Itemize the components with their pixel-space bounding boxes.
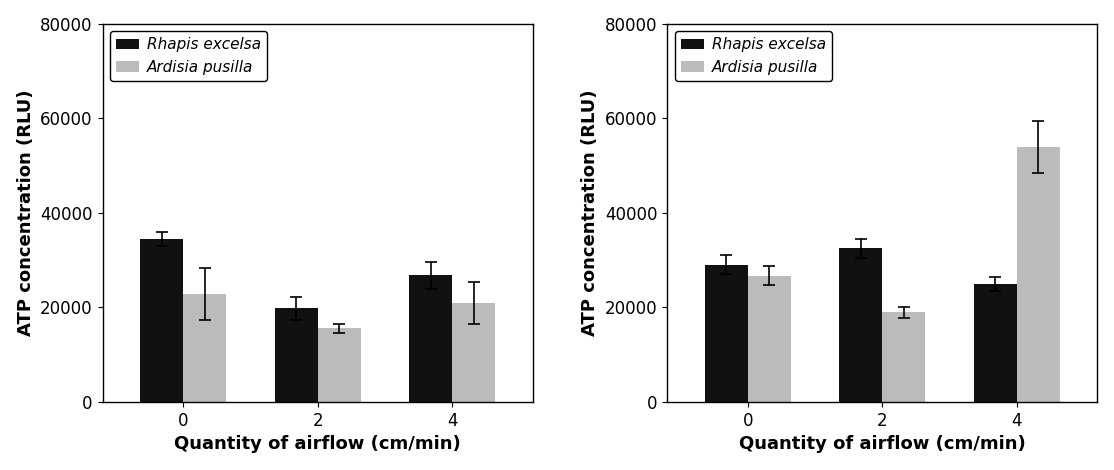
Bar xyxy=(1017,147,1059,402)
Legend: Rhapis excelsa, Ardisia pusilla: Rhapis excelsa, Ardisia pusilla xyxy=(110,31,267,81)
Bar xyxy=(275,308,317,402)
Bar xyxy=(452,303,495,402)
Bar xyxy=(183,294,226,402)
Y-axis label: ATP concentration (RLU): ATP concentration (RLU) xyxy=(17,90,35,336)
X-axis label: Quantity of airflow (cm/min): Quantity of airflow (cm/min) xyxy=(174,435,461,454)
Bar xyxy=(747,276,791,402)
Bar xyxy=(882,312,926,402)
Bar xyxy=(409,275,452,402)
Bar xyxy=(974,284,1017,402)
Bar xyxy=(839,248,882,402)
X-axis label: Quantity of airflow (cm/min): Quantity of airflow (cm/min) xyxy=(739,435,1026,454)
Bar xyxy=(317,328,361,402)
Y-axis label: ATP concentration (RLU): ATP concentration (RLU) xyxy=(582,90,599,336)
Legend: Rhapis excelsa, Ardisia pusilla: Rhapis excelsa, Ardisia pusilla xyxy=(675,31,832,81)
Bar xyxy=(140,239,183,402)
Bar xyxy=(705,265,747,402)
